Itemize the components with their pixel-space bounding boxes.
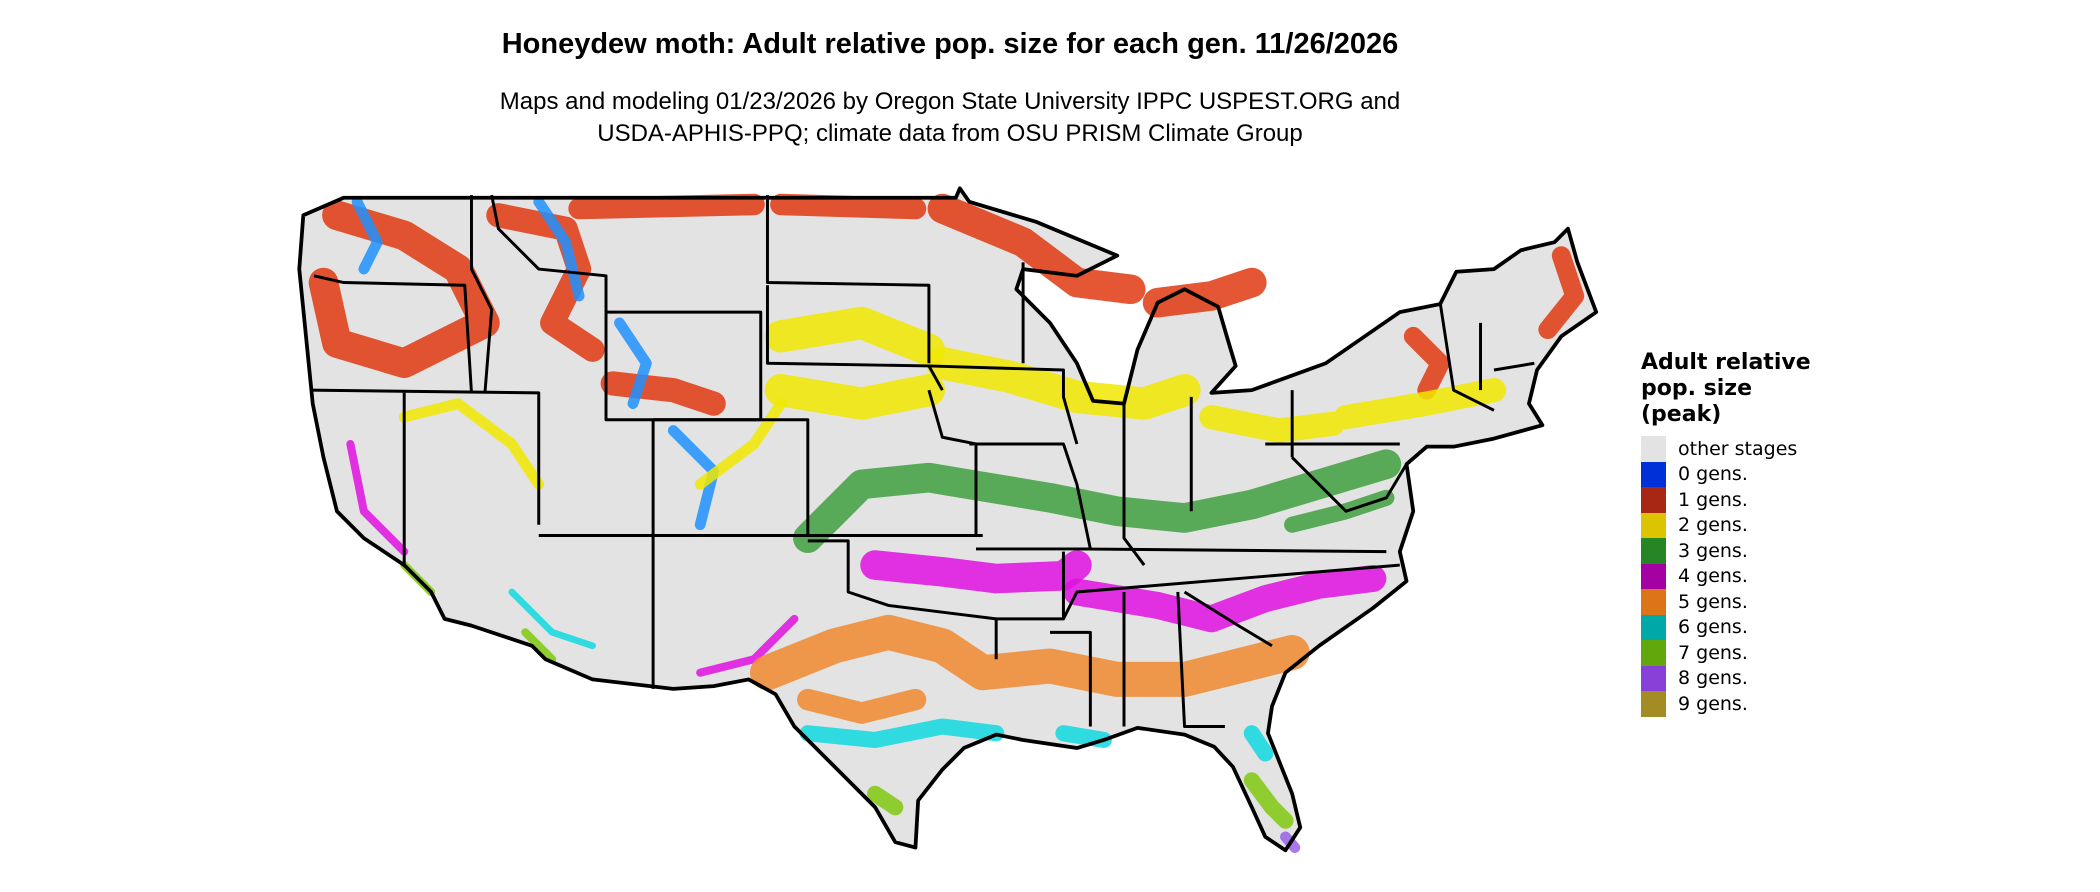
- legend: Adult relative pop. size (peak) other st…: [1641, 350, 1811, 717]
- legend-swatch: [1641, 538, 1666, 564]
- state-border: [765, 285, 944, 391]
- legend-label: 2 gens.: [1678, 514, 1748, 537]
- generation-band: [398, 398, 787, 490]
- generation-band: [308, 200, 500, 379]
- legend-swatch: [1641, 436, 1666, 462]
- state-border: [1122, 396, 1193, 566]
- generation-band: [508, 588, 596, 650]
- legend-title-line: pop. size: [1641, 376, 1752, 401]
- legend-item: 6 gens.: [1641, 614, 1811, 640]
- generation-band: [793, 449, 1402, 553]
- state-borders: [297, 186, 1599, 853]
- state-border: [765, 195, 931, 364]
- legend-label: 0 gens.: [1678, 463, 1748, 486]
- legend-title-line: (peak): [1641, 402, 1722, 427]
- generation-band: [351, 196, 720, 531]
- legend-item: 4 gens.: [1641, 563, 1811, 589]
- legend-title: Adult relative pop. size (peak): [1641, 350, 1811, 428]
- state-border: [1265, 390, 1400, 458]
- legend-item: 5 gens.: [1641, 589, 1811, 615]
- legend-item: 9 gens.: [1641, 691, 1811, 717]
- map-title: Honeydew moth: Adult relative pop. size …: [501, 28, 1399, 60]
- state-border: [1438, 302, 1535, 412]
- legend-swatch: [1641, 640, 1666, 666]
- state-border: [927, 389, 978, 536]
- subtitle-line-1: Maps and modeling 01/23/2026 by Oregon S…: [499, 88, 1401, 115]
- generation-band: [1199, 378, 1507, 443]
- state-border: [469, 195, 494, 393]
- legend-item: 3 gens.: [1641, 538, 1811, 564]
- state-border: [1291, 456, 1408, 513]
- legend-label: 9 gens.: [1678, 692, 1748, 715]
- legend-swatch: [1641, 665, 1666, 691]
- us-land-fill: [299, 188, 1597, 851]
- legend-label: 6 gens.: [1678, 616, 1748, 639]
- subtitle-line-2: USDA-APHIS-PPQ; climate data from OSU PR…: [597, 120, 1303, 147]
- legend-label: 8 gens.: [1678, 667, 1748, 690]
- generation-band: [346, 439, 799, 677]
- map-subtitle: Maps and modeling 01/23/2026 by Oregon S…: [0, 86, 1900, 150]
- legend-label: 1 gens.: [1678, 488, 1748, 511]
- state-border: [490, 194, 608, 313]
- state-border: [928, 364, 1079, 445]
- legend-swatch: [1641, 512, 1666, 538]
- legend-swatch: [1641, 614, 1666, 640]
- generation-bands: [308, 193, 1585, 853]
- generation-band: [568, 193, 927, 220]
- legend-item: other stages: [1641, 436, 1811, 462]
- generation-band: [867, 772, 1294, 829]
- state-border: [969, 442, 1092, 551]
- state-border: [1062, 563, 1400, 620]
- legend-label: 5 gens.: [1678, 590, 1748, 613]
- legend-swatch: [1641, 461, 1666, 487]
- generation-band: [926, 347, 1201, 420]
- national-border: [297, 186, 1599, 853]
- legend-swatch: [1641, 589, 1666, 615]
- legend-label: 7 gens.: [1678, 641, 1748, 664]
- state-border: [1183, 590, 1273, 648]
- legend-label: other stages: [1678, 437, 1798, 460]
- legend-label: 3 gens.: [1678, 539, 1748, 562]
- legend-label: 4 gens.: [1678, 565, 1748, 588]
- generation-band: [799, 718, 1274, 762]
- legend-swatch: [1641, 563, 1666, 589]
- generation-band: [1063, 565, 1387, 633]
- generation-band: [927, 193, 1267, 318]
- generation-band: [749, 614, 1310, 697]
- legend-swatch: [1641, 487, 1666, 513]
- state-border: [313, 274, 473, 393]
- state-border: [1050, 591, 1225, 728]
- generation-band: [860, 550, 1092, 594]
- generation-band: [764, 306, 946, 420]
- legend-item: 8 gens.: [1641, 665, 1811, 691]
- generation-band: [1403, 246, 1585, 400]
- legend-item: 1 gens.: [1641, 487, 1811, 513]
- legend-swatch: [1641, 691, 1666, 717]
- state-border: [538, 533, 983, 689]
- legend-item: 0 gens.: [1641, 461, 1811, 487]
- generation-band: [486, 203, 605, 362]
- legend-item: 2 gens.: [1641, 512, 1811, 538]
- legend-title-line: Adult relative: [1641, 350, 1811, 375]
- us-land: [299, 188, 1597, 851]
- generation-band: [600, 371, 726, 416]
- state-border: [310, 388, 541, 566]
- generation-band: [797, 688, 927, 724]
- legend-item: 7 gens.: [1641, 640, 1811, 666]
